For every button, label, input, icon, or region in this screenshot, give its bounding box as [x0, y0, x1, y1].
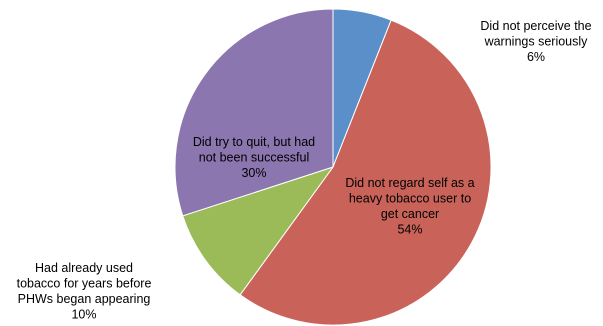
pie-slice-label-line: Did not regard self as a: [345, 176, 474, 190]
pie-slice-label-3: Had already used tobacco for years before…: [17, 261, 152, 322]
pie-slice-2: [239, 19, 492, 326]
pie-slice-label-2: Did not regard self as a heavy tobacco us…: [345, 176, 474, 237]
pie-slice-label-line: Did try to quit, but had: [193, 135, 315, 149]
pie-slice-3: [182, 166, 335, 296]
pie-slice-value-1: 6%: [527, 50, 545, 64]
pie-slice-4: [174, 8, 334, 217]
pie-slice-value-3: 10%: [71, 308, 96, 322]
pie-slice-label-line: not been successful: [199, 151, 310, 165]
pie-slice-label-line: heavy tobacco user to: [349, 192, 471, 206]
pie-slices: [174, 8, 492, 326]
pie-slice-value-2: 54%: [397, 223, 422, 237]
pie-slice-label-line: Had already used: [35, 261, 133, 275]
pie-labels: Did not perceive the warnings seriously 6%…: [17, 19, 592, 322]
pie-slice-label-line: warnings seriously: [484, 35, 589, 49]
pie-slice-label-line: get cancer: [381, 207, 439, 221]
pie-slice-label-line: Did not perceive the: [480, 19, 591, 33]
pie-slice-value-4: 30%: [241, 166, 266, 180]
pie-slice-label-4: Did try to quit, but had not been success…: [193, 135, 315, 180]
pie-slice-label-line: tobacco for years before: [17, 277, 152, 291]
pie-slice-label-line: PHWs began appearing: [18, 292, 151, 306]
pie-slice-label-1: Did not perceive the warnings seriously 6%: [480, 19, 591, 64]
